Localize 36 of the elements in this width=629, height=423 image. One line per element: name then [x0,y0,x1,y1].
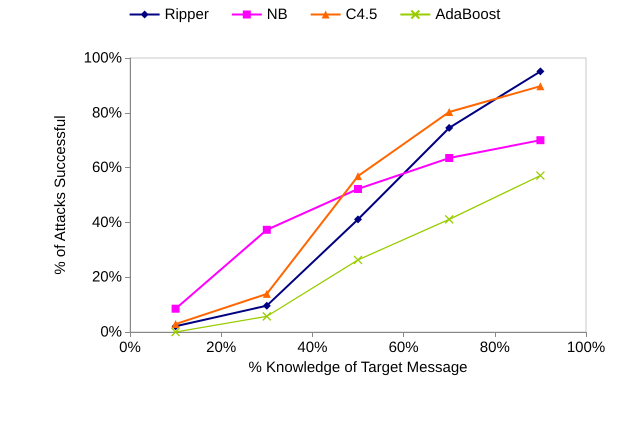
x-tick-label: 60% [388,339,419,356]
point [536,170,546,180]
x-tick-label: 40% [297,339,328,356]
point [354,172,362,180]
legend-label: Ripper [164,6,209,23]
point [445,124,454,132]
legend-label: C4.5 [346,6,378,23]
legend-label: AdaBoost [435,6,502,23]
y-tick-label: 40% [92,214,122,231]
y-tick-label: 60% [92,159,122,176]
point [262,302,271,310]
x-tick-label: 0% [119,339,141,356]
legend-label: NB [266,6,288,23]
y-tick-label: 80% [92,104,122,122]
point [353,255,363,265]
y-tick-label: 0% [100,324,122,340]
x-tick-label: 80% [480,339,510,356]
x-axis-title: % Knowledge of Target Message [248,359,468,376]
point [445,108,454,116]
point [536,136,544,144]
point [262,290,271,298]
y-axis-title: % of Attacks Successful [52,115,69,275]
point [445,154,454,162]
point [444,214,454,224]
point [262,226,271,234]
y-tick-label: 20% [92,268,122,286]
point [262,312,272,322]
point [536,82,544,90]
y-tick-label: 100% [84,50,122,66]
point [536,67,544,76]
point [170,327,180,337]
point [172,304,180,313]
x-tick-label: 100% [566,339,606,356]
x-tick-label: 20% [206,339,236,356]
point [354,215,362,224]
point [354,184,362,193]
